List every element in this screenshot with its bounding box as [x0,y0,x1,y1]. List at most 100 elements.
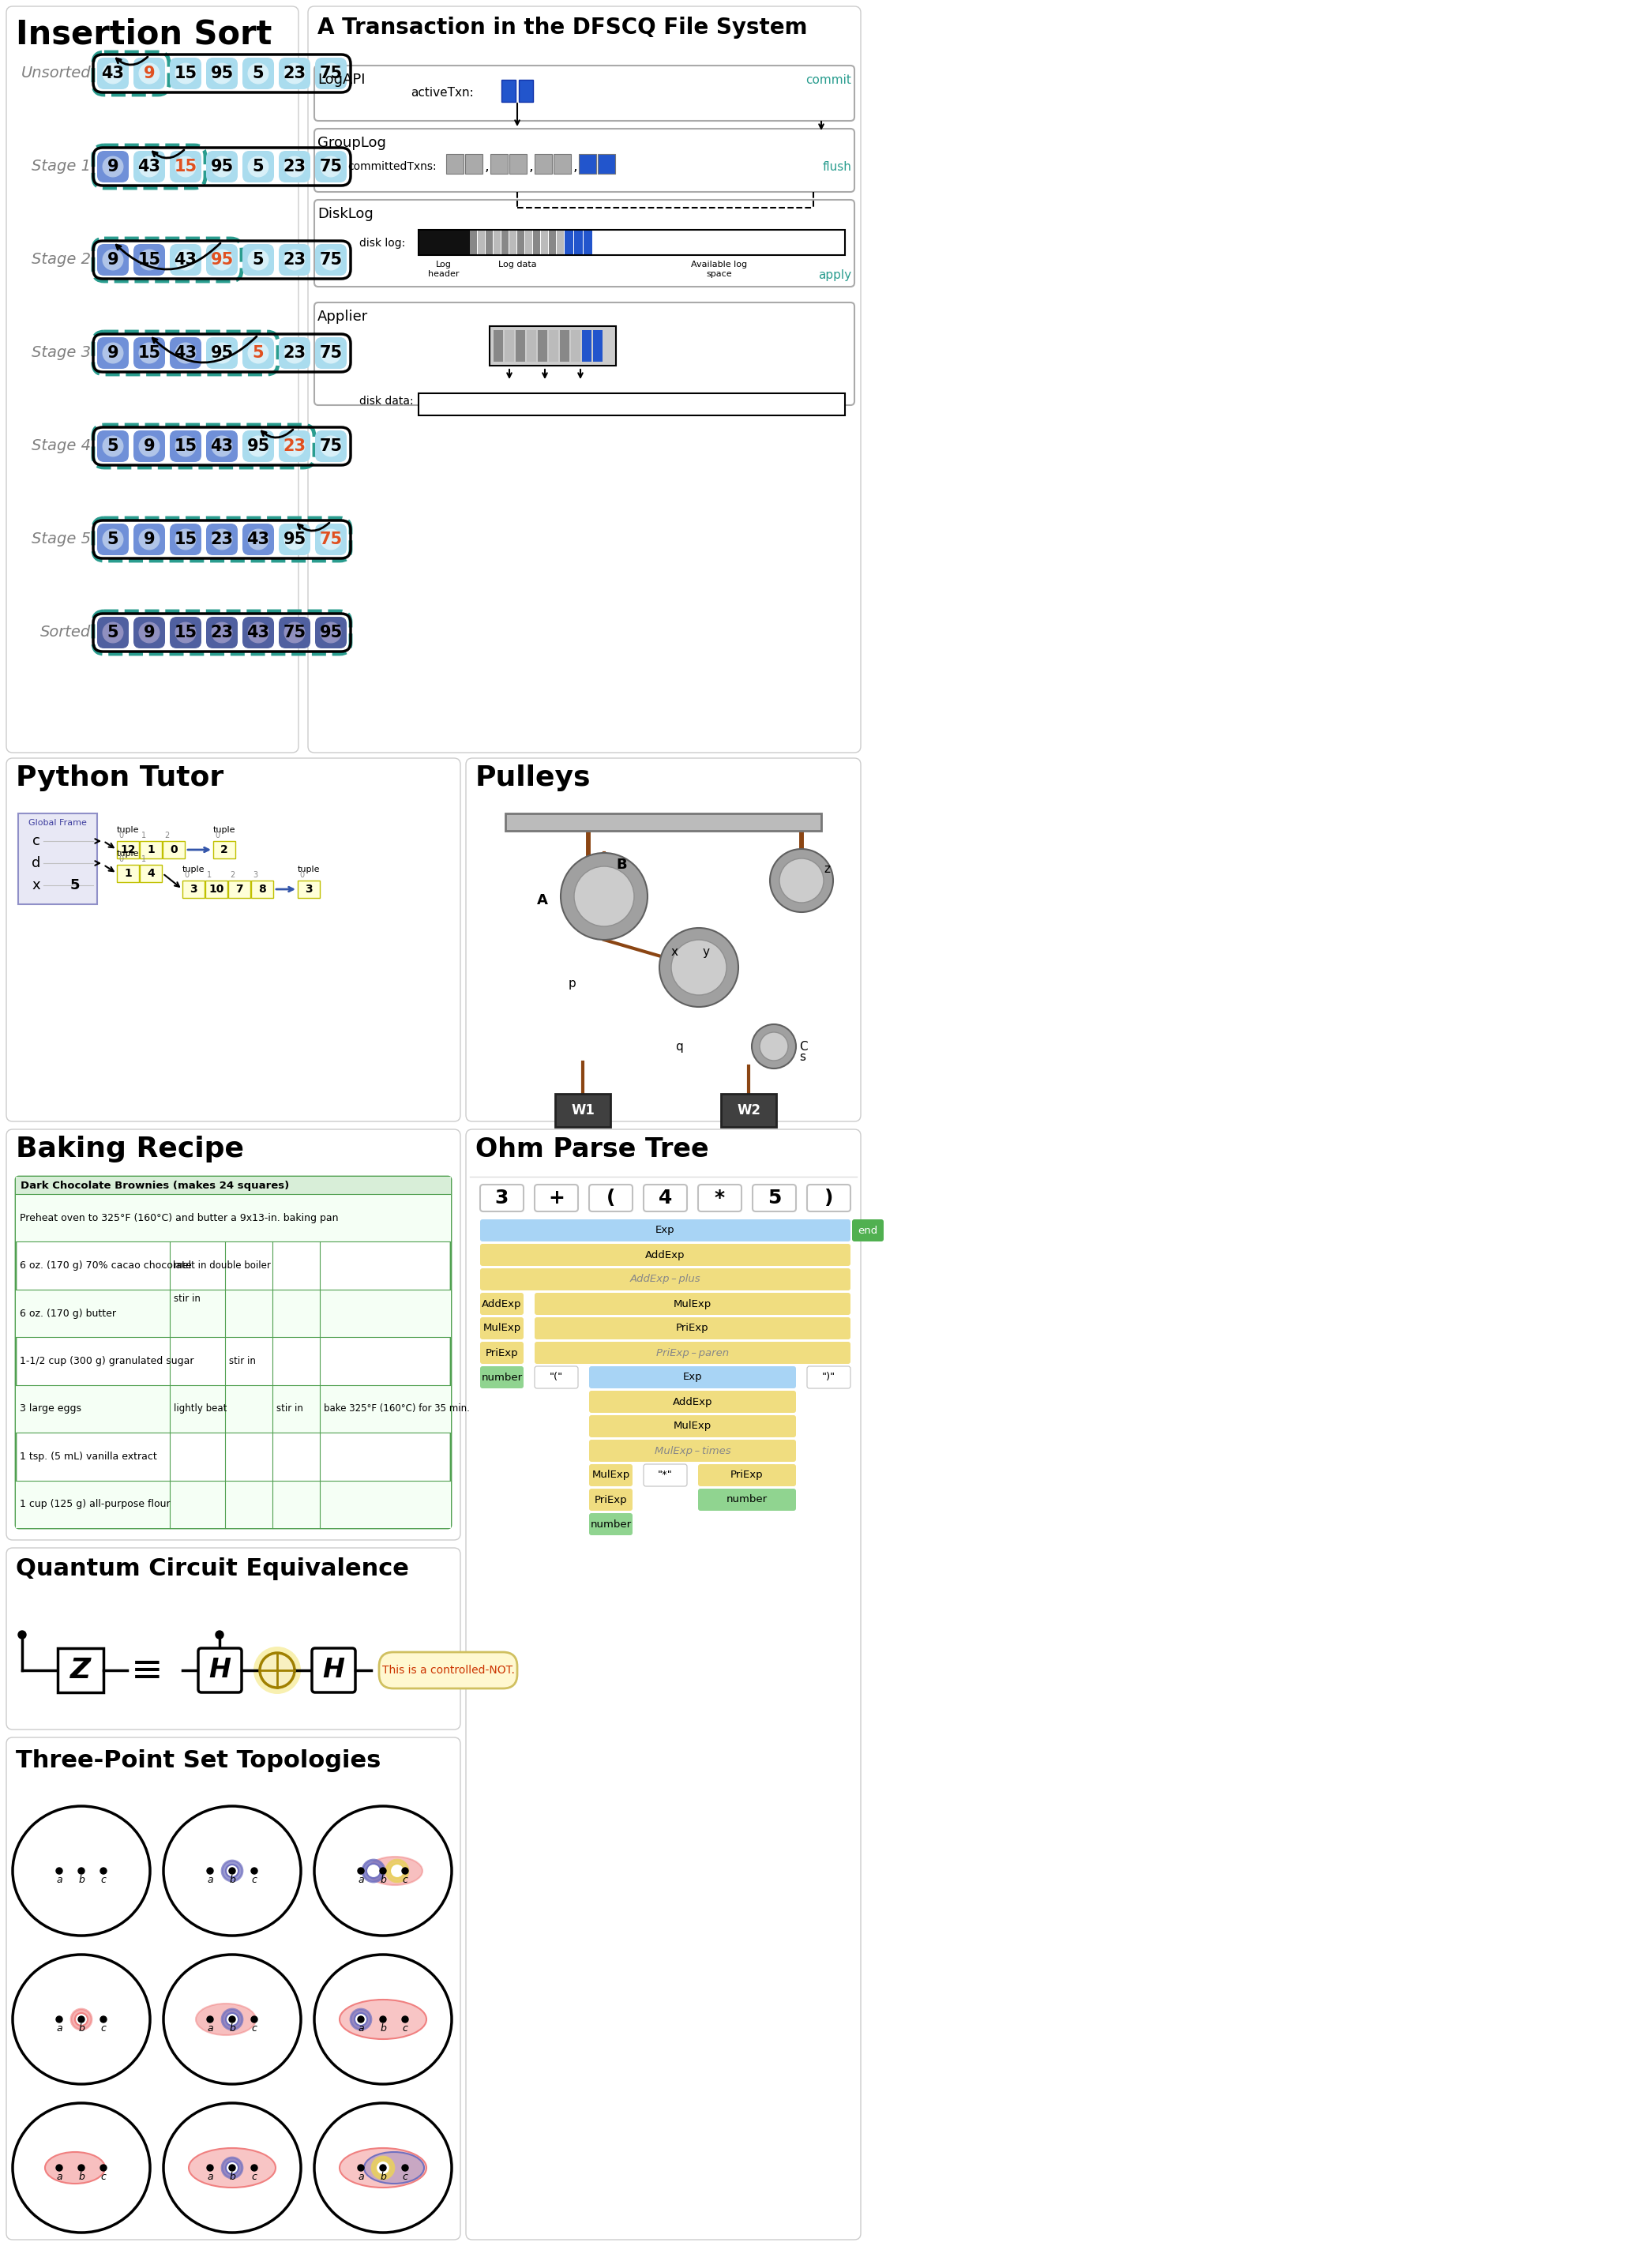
Circle shape [320,622,340,642]
Circle shape [78,2017,84,2021]
Text: a: a [206,2172,213,2183]
Text: a: a [56,2172,63,2183]
Bar [572,330,580,362]
Circle shape [284,344,304,364]
Text: 3: 3 [253,871,258,878]
Bar [466,155,482,173]
Text: PriExp: PriExp [676,1323,709,1334]
Text: 1-1/2 cup (300 g) granulated sugar: 1-1/2 cup (300 g) granulated sugar [20,1357,193,1366]
Text: 43: 43 [101,65,124,81]
Bar [525,229,532,256]
Bar [557,229,563,256]
Ellipse shape [367,1857,423,1884]
Circle shape [139,436,159,456]
Text: Insertion Sort: Insertion Sort [17,18,273,52]
Circle shape [206,2017,213,2021]
Bar [17,1177,451,1195]
Circle shape [211,249,231,270]
Text: 15: 15 [173,65,197,81]
Text: a: a [358,1875,363,1884]
Bar [720,1094,776,1127]
FancyBboxPatch shape [753,1184,796,1211]
FancyBboxPatch shape [699,1184,742,1211]
Text: a: a [56,1875,63,1884]
Circle shape [355,2012,367,2026]
Text: ")": ")" [823,1372,836,1384]
Circle shape [101,1869,107,1873]
FancyBboxPatch shape [97,150,129,182]
Circle shape [215,1631,223,1640]
Text: number: number [590,1518,631,1530]
Circle shape [18,1631,26,1640]
Text: Log
header: Log header [428,261,459,279]
Text: b: b [230,2172,235,2183]
FancyBboxPatch shape [134,523,165,555]
FancyBboxPatch shape [243,58,274,90]
Circle shape [248,530,268,550]
Circle shape [401,2017,408,2021]
Circle shape [102,344,122,364]
Circle shape [206,2165,213,2172]
Text: c: c [251,1875,258,1884]
Text: tuple: tuple [182,865,205,874]
Circle shape [139,63,159,83]
FancyBboxPatch shape [314,303,854,404]
Bar [504,330,514,362]
Text: committedTxns:: committedTxns: [347,162,436,173]
Bar [565,229,573,256]
FancyBboxPatch shape [170,58,202,90]
Bar [205,880,228,898]
Bar [251,880,273,898]
Circle shape [284,63,304,83]
Text: 23: 23 [210,532,233,548]
FancyBboxPatch shape [590,1514,633,1536]
FancyBboxPatch shape [535,1341,851,1363]
Bar [509,229,517,256]
FancyBboxPatch shape [170,618,202,649]
FancyBboxPatch shape [206,58,238,90]
FancyBboxPatch shape [134,150,165,182]
Text: 2: 2 [230,871,235,878]
Text: 43: 43 [246,532,269,548]
Text: 43: 43 [246,624,269,640]
Text: Stage 5: Stage 5 [31,532,91,546]
Text: s: s [800,1051,806,1062]
Bar [506,813,821,831]
FancyBboxPatch shape [206,150,238,182]
Text: Ohm Parse Tree: Ohm Parse Tree [476,1136,709,1163]
Circle shape [139,530,159,550]
Text: 9: 9 [144,624,155,640]
Text: 15: 15 [137,346,160,362]
Text: 95: 95 [210,159,233,175]
Circle shape [380,1869,387,1873]
Text: 0: 0 [119,856,124,862]
Bar [17,1195,451,1242]
Text: stir in: stir in [276,1404,302,1415]
Text: 15: 15 [173,624,197,640]
Circle shape [139,249,159,270]
Bar [527,330,537,362]
Text: 3: 3 [190,883,197,894]
Text: 5: 5 [107,438,119,454]
Circle shape [56,1869,63,1873]
Bar [213,840,235,858]
Text: 1 cup (125 g) all-purpose flour: 1 cup (125 g) all-purpose flour [20,1498,170,1509]
Text: 5: 5 [253,65,264,81]
Text: 0: 0 [119,831,124,840]
Circle shape [350,2010,372,2030]
Ellipse shape [13,2102,150,2233]
FancyBboxPatch shape [243,431,274,463]
FancyBboxPatch shape [699,1464,796,1487]
Text: 1: 1 [142,831,145,840]
Text: 5: 5 [69,878,79,892]
Circle shape [380,2165,387,2172]
Bar [477,229,484,256]
Text: Dark Chocolate Brownies (makes 24 squares): Dark Chocolate Brownies (makes 24 square… [20,1179,289,1190]
Text: 95: 95 [210,65,233,81]
FancyBboxPatch shape [134,431,165,463]
FancyBboxPatch shape [590,1464,633,1487]
Text: 23: 23 [282,65,306,81]
Text: 12: 12 [121,844,135,856]
Text: disk log:: disk log: [358,238,405,249]
Circle shape [358,1869,363,1873]
